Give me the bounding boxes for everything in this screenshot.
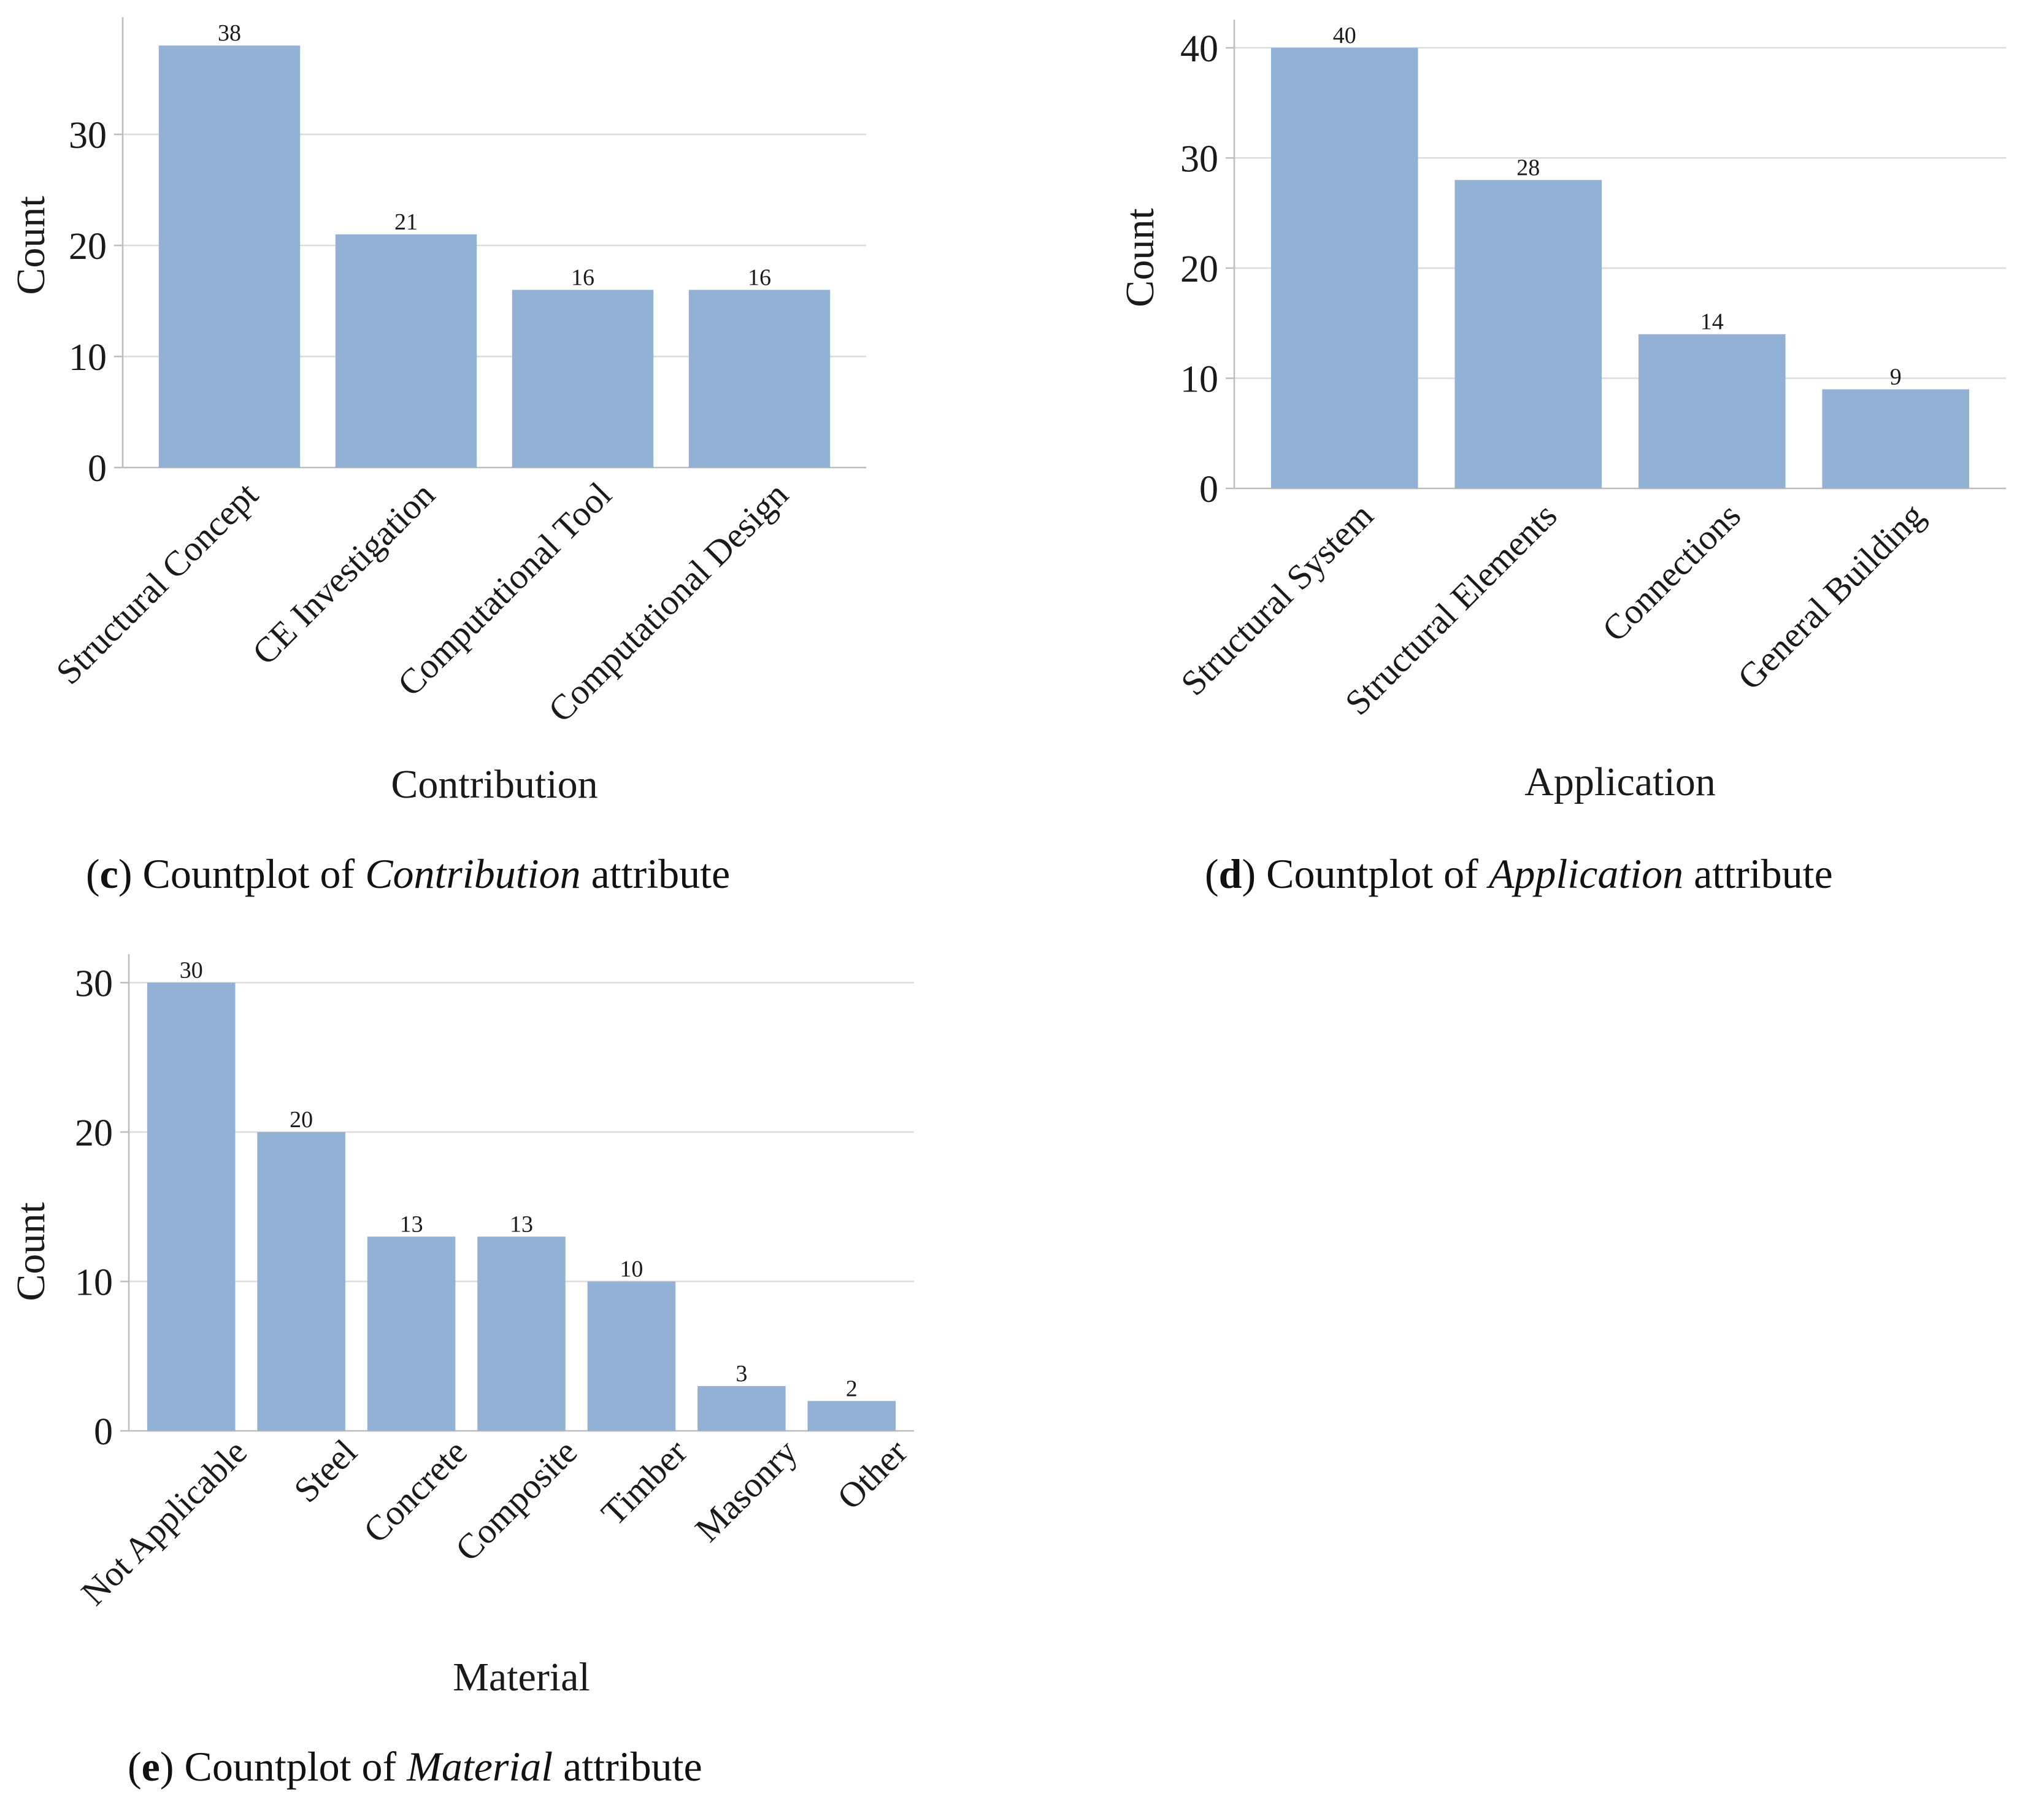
data-label: 21 (394, 209, 418, 235)
caption-material: (e) Countplot of Material attribute (128, 1743, 702, 1790)
caption-letter: d (1218, 850, 1242, 897)
x-axis-title: Material (453, 1655, 590, 1700)
x-tick-label: Structural Concept (48, 474, 266, 692)
bar-computational-design (688, 290, 831, 468)
bar-concrete (367, 1236, 456, 1431)
bar-other (807, 1401, 896, 1431)
data-label: 9 (1890, 364, 1902, 390)
x-axis-title: Contribution (391, 762, 597, 807)
caption-attribute: Contribution (365, 850, 581, 897)
y-tick-label: 30 (75, 963, 113, 1005)
x-tick-label: General Building (1730, 495, 1932, 698)
x-tick-label: CE Investigation (244, 474, 442, 672)
y-tick-label: 10 (75, 1262, 113, 1304)
data-label: 38 (218, 20, 241, 46)
data-label: 13 (510, 1211, 533, 1237)
bar-structural-concept (158, 45, 301, 468)
x-tick-label: Connections (1594, 495, 1748, 649)
caption-prefix: Countplot of (184, 1743, 407, 1790)
x-tick-label: Timber (593, 1431, 694, 1533)
bar-not-applicable (147, 982, 236, 1431)
data-label: 16 (748, 264, 771, 290)
caption-application: (d) Countplot of Application attribute (1205, 850, 1833, 897)
caption-suffix: attribute (1683, 850, 1833, 897)
bar-connections (1638, 334, 1786, 488)
caption-prefix: Countplot of (1266, 850, 1489, 897)
y-tick-label: 10 (1180, 358, 1218, 400)
y-axis-title: Count (9, 196, 53, 295)
x-tick-label: Steel (286, 1431, 364, 1510)
data-label: 20 (290, 1107, 313, 1133)
bar-structural-system (1270, 47, 1418, 488)
chart-panel-contribution: 0 10 20 30 38 Structural Concept 21 CE Investig… (0, 0, 1022, 897)
caption-attribute: Material (407, 1743, 553, 1790)
chart-contribution: 0 10 20 30 38 Structural Concept 21 CE Investig… (9, 17, 866, 807)
bar-composite (477, 1236, 566, 1431)
y-tick-label: 20 (75, 1112, 113, 1154)
y-tick-label: 30 (1180, 138, 1218, 180)
y-axis-title: Count (9, 1202, 53, 1301)
data-label: 2 (846, 1376, 858, 1401)
x-tick-label: Other (829, 1431, 915, 1517)
bar-ce-investigation (335, 234, 477, 468)
data-label: 3 (736, 1361, 747, 1387)
bar-structural-elements (1454, 180, 1602, 488)
x-tick-label: Not Applicable (74, 1431, 255, 1612)
y-tick-label: 40 (1180, 28, 1218, 70)
y-tick-label: 10 (69, 337, 107, 379)
data-label: 16 (571, 264, 594, 290)
x-axis-title: Application (1524, 760, 1716, 804)
bar-computational-tool (512, 290, 654, 468)
y-tick-label: 20 (69, 226, 107, 268)
caption-letter: e (141, 1743, 160, 1790)
caption-letter: c (99, 850, 118, 897)
chart-panel-material: 0 10 20 30 30 Not Applicable 20 Steel 13 Concrete… (0, 920, 1022, 1799)
bar-steel (257, 1132, 345, 1431)
x-tick-label: Structural System (1173, 495, 1381, 703)
caption-suffix: attribute (580, 850, 731, 897)
bar-masonry (697, 1385, 786, 1431)
y-tick-label: 20 (1180, 248, 1218, 290)
data-label: 30 (180, 958, 203, 984)
y-tick-label: 0 (88, 448, 107, 490)
caption-contribution: (c) Countplot of Contribution attribute (86, 850, 731, 897)
x-tick-label: Composite (448, 1431, 585, 1569)
y-tick-label: 0 (1199, 469, 1218, 510)
chart-panel-application: 0 10 20 30 40 40 Structural System 28 Structural… (1022, 0, 2044, 897)
bar-general-building (1822, 389, 1970, 488)
caption-prefix: Countplot of (142, 850, 366, 897)
data-label: 13 (400, 1211, 423, 1237)
data-label: 14 (1700, 309, 1724, 335)
y-tick-label: 30 (69, 115, 107, 156)
x-tick-label: Masonry (687, 1431, 805, 1549)
caption-suffix: attribute (553, 1743, 702, 1790)
caption-attribute: Application (1488, 850, 1684, 897)
y-tick-label: 0 (94, 1411, 113, 1453)
data-label: 40 (1333, 23, 1356, 48)
data-label: 10 (620, 1257, 643, 1282)
bar-timber (587, 1281, 676, 1431)
data-label: 28 (1516, 155, 1540, 180)
y-axis-title: Count (1118, 208, 1162, 307)
